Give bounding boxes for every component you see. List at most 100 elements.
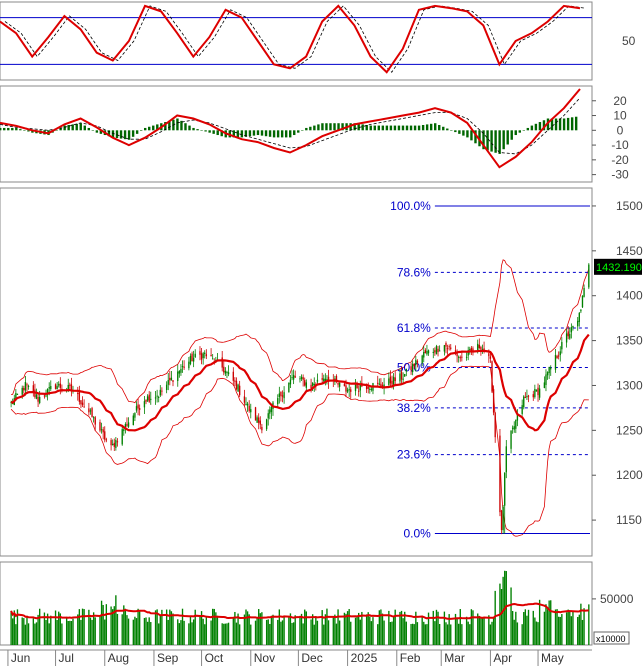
volume-bar xyxy=(423,621,425,645)
candle-body xyxy=(99,422,101,431)
macd-histogram-bar xyxy=(148,126,151,131)
candle-body xyxy=(354,383,357,392)
volume-bar xyxy=(211,608,214,645)
candle-body xyxy=(550,367,552,370)
candle-body xyxy=(405,368,407,372)
volume-bar xyxy=(311,614,314,645)
volume-bar xyxy=(356,616,358,645)
candle-body xyxy=(358,390,360,392)
volume-bar xyxy=(77,614,79,645)
stochastic-y-tick-label: 50 xyxy=(622,34,636,48)
candle-body xyxy=(80,400,82,405)
candle-body xyxy=(515,419,517,429)
volume-bar xyxy=(346,611,349,645)
candle-body xyxy=(465,356,468,358)
fibonacci-level-label: 23.6% xyxy=(397,448,431,462)
volume-bar xyxy=(515,611,517,645)
candle-body xyxy=(410,366,412,371)
volume-bar xyxy=(37,614,39,645)
volume-bar xyxy=(202,618,204,645)
candle-body xyxy=(556,355,558,359)
x-axis-tick-label: Dec xyxy=(301,651,322,665)
macd-histogram-bar xyxy=(11,127,14,131)
candle-body xyxy=(311,382,314,386)
volume-bar xyxy=(10,610,12,645)
volume-bar xyxy=(526,615,528,645)
volume-unit-label: x10000 xyxy=(596,634,626,644)
candle-body xyxy=(434,350,436,353)
macd-histogram-bar xyxy=(373,125,376,131)
volume-bar xyxy=(213,608,215,645)
macd-histogram-bar xyxy=(429,123,433,131)
candle-body xyxy=(554,355,557,370)
volume-bar xyxy=(481,617,484,645)
macd-histogram-bar xyxy=(502,130,505,150)
macd-histogram-bar xyxy=(75,123,78,131)
macd-histogram-bar xyxy=(377,125,381,131)
macd-y-tick-label: -10 xyxy=(611,138,629,152)
macd-histogram-bar xyxy=(256,130,260,136)
candle-body xyxy=(277,398,279,405)
volume-bar xyxy=(169,609,171,645)
volume-bar xyxy=(288,616,290,645)
candle-body xyxy=(491,361,493,392)
volume-bar xyxy=(380,609,382,645)
macd-histogram-bar xyxy=(111,130,115,138)
macd-histogram-bar xyxy=(27,130,30,132)
volume-bar xyxy=(200,611,203,645)
volume-bar xyxy=(510,587,512,645)
macd-histogram-bar xyxy=(510,130,513,140)
fibonacci-level-label: 0.0% xyxy=(404,527,432,541)
volume-bar xyxy=(337,609,339,645)
candle-body xyxy=(281,395,284,397)
volume-bar xyxy=(23,618,25,645)
macd-histogram-bar xyxy=(425,124,429,131)
macd-histogram-bar xyxy=(309,126,312,131)
candle-body xyxy=(399,373,401,382)
candle-body xyxy=(35,394,38,399)
volume-bar xyxy=(65,616,68,645)
volume-bar xyxy=(477,613,479,645)
candle-body xyxy=(288,382,290,393)
macd-histogram-bar xyxy=(115,130,119,138)
macd-histogram-bar xyxy=(361,124,364,131)
candle-body xyxy=(70,384,73,391)
candle-body xyxy=(391,380,393,385)
candle-body xyxy=(561,342,563,350)
macd-histogram-bar xyxy=(490,130,493,152)
volume-bar xyxy=(402,618,404,645)
macd-histogram-bar xyxy=(389,125,393,131)
volume-bar xyxy=(410,623,412,645)
macd-histogram-bar xyxy=(63,125,66,131)
candle-body xyxy=(88,408,90,413)
macd-histogram-bar xyxy=(119,130,123,139)
candle-body xyxy=(148,394,150,402)
candle-body xyxy=(516,413,519,421)
fibonacci-level-label: 78.6% xyxy=(397,265,431,279)
candle-body xyxy=(227,372,230,375)
candle-body xyxy=(383,384,385,388)
candle-body xyxy=(83,406,85,408)
macd-histogram-bar xyxy=(357,123,360,131)
x-axis-tick-label: Apr xyxy=(493,651,512,665)
volume-bar xyxy=(577,616,579,645)
candle-body xyxy=(178,370,181,374)
candle-body xyxy=(167,380,169,385)
volume-bar xyxy=(224,623,227,645)
macd-histogram-bar xyxy=(365,124,368,131)
candle-body xyxy=(343,383,346,387)
macd-histogram-bar xyxy=(297,130,300,133)
macd-histogram-bar xyxy=(337,123,340,131)
macd-histogram-bar xyxy=(562,118,566,131)
macd-histogram-bar xyxy=(385,125,389,131)
candle-body xyxy=(380,383,382,387)
volume-bar xyxy=(126,615,128,645)
macd-histogram-bar xyxy=(196,129,199,131)
macd-histogram-bar xyxy=(538,122,542,131)
volume-bar xyxy=(326,608,328,645)
candle-body xyxy=(527,395,530,397)
macd-histogram-bar xyxy=(458,130,461,134)
candle-body xyxy=(338,382,341,387)
macd-histogram-bar xyxy=(232,130,236,138)
